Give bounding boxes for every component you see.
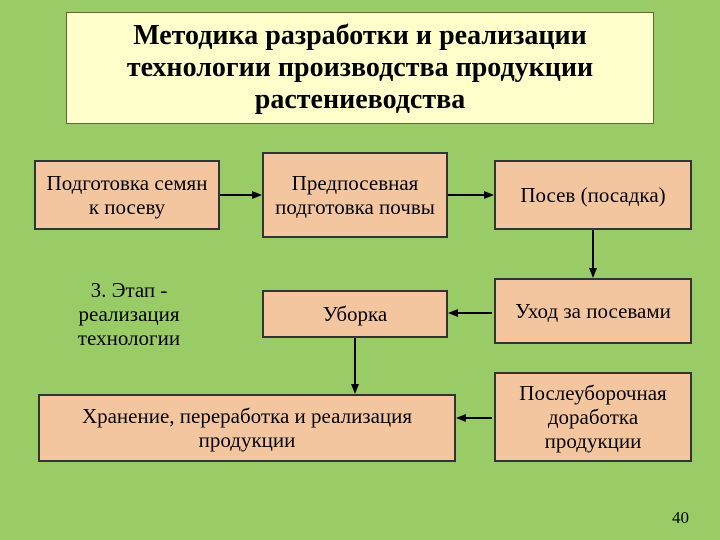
node-label: Посев (посадка) [520, 183, 665, 207]
node-label: Уход за посевами [515, 299, 671, 323]
slide-number-text: 40 [672, 508, 689, 527]
node-seed-prep: Подготовка семян к посеву [34, 160, 220, 230]
node-crop-care: Уход за посевами [494, 278, 692, 344]
slide-title: Методика разработки и реализации техноло… [66, 12, 654, 124]
node-label: Уборка [323, 302, 387, 326]
stage-label-text: 3. Этап - реализация технологии [78, 278, 180, 350]
stage-label: 3. Этап - реализация технологии [48, 278, 210, 350]
node-sowing: Посев (посадка) [494, 160, 692, 230]
node-soil-prep: Предпосевная подготовка почвы [262, 152, 448, 238]
slide-number: 40 [672, 508, 689, 528]
node-label: Послеуборочная доработка продукции [502, 381, 684, 453]
slide-title-text: Методика разработки и реализации техноло… [77, 20, 643, 117]
slide-canvas: Методика разработки и реализации техноло… [0, 0, 720, 540]
node-label: Предпосевная подготовка почвы [270, 171, 440, 219]
node-label: Хранение, переработка и реализация проду… [46, 404, 448, 452]
node-label: Подготовка семян к посеву [42, 171, 212, 219]
node-harvest: Уборка [262, 290, 448, 338]
node-storage: Хранение, переработка и реализация проду… [38, 394, 456, 462]
node-postharvest: Послеуборочная доработка продукции [494, 372, 692, 462]
